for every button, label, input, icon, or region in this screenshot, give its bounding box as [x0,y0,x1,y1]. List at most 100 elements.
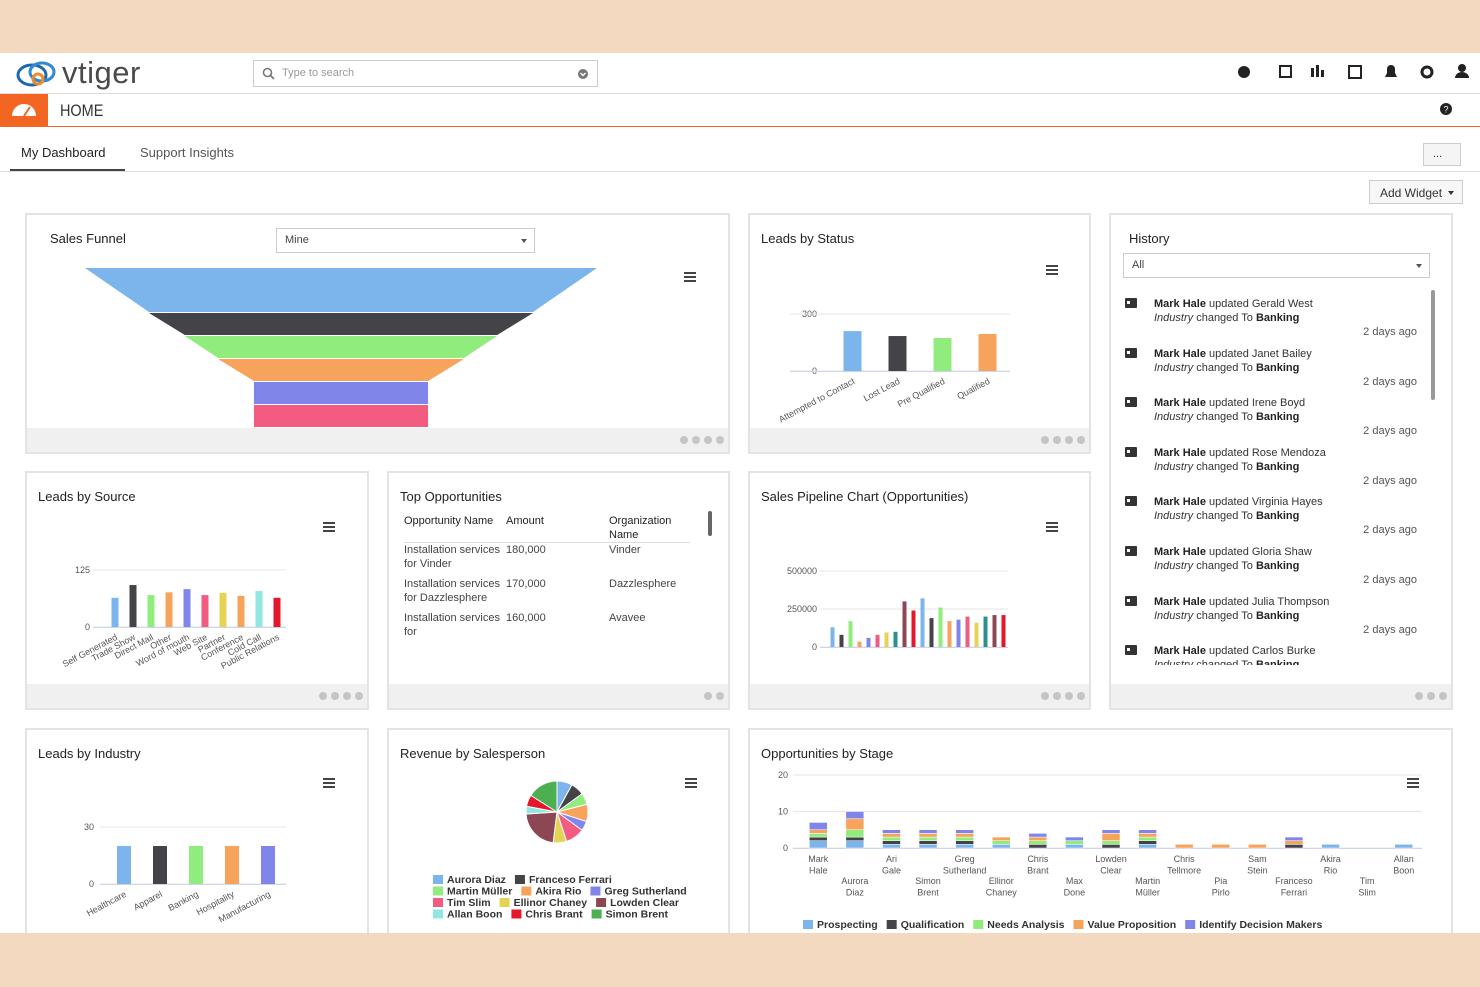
column-header: Amount [506,514,609,543]
history-value: Banking [1256,659,1299,665]
widget-leads-status: Leads by Status [748,213,1091,454]
tab-label[interactable]: Support Insights [140,145,234,160]
widget-title: Revenue by Salesperson [400,746,546,761]
opportunities-table: Opportunity Name Amount Organization Name I… [404,514,690,645]
table-cell: Dazzlesphere [609,578,677,590]
widget-title: Sales Funnel [50,231,126,246]
history-line: Mark Hale updated Rose Mendoza [1154,446,1326,460]
history-text: updated Rose Mendoza [1209,446,1326,459]
top-band [0,0,1480,53]
history-user: Mark Hale [1154,545,1206,558]
icon-shape [1127,400,1130,404]
history-time: 2 days ago [1363,623,1417,636]
column-header: Organization Name [609,514,690,543]
tab-bar: My Dashboard Support Insights ... [0,127,1480,172]
history-field: Industry [1154,559,1194,572]
widget-footer [1111,684,1451,708]
nav-bar: HOME ? [0,94,1480,127]
history-time: 2 days ago [1363,326,1417,338]
history-item: Mark Hale updated Julia Thompson Industry… [1123,591,1423,641]
history-item: Mark Hale updated Carlos BurkeIndustry c… [1123,640,1423,665]
history-time: 2 days ago [1363,375,1417,388]
history-line: Industry changed To Banking [1154,509,1299,523]
history-field: Industry [1154,609,1194,622]
tab-active[interactable]: My Dashboard [10,127,125,171]
history-filter[interactable]: All [1123,253,1430,278]
history-change: changed To [1196,312,1253,324]
history-item: Mark Hale updated Gloria Shaw Industry ch… [1123,541,1423,591]
history-item: Mark Hale updated Irene Boyd Industry cha… [1123,392,1423,442]
history-text: updated Janet Bailey [1209,347,1312,360]
history-item: Mark Hale updated Janet Bailey Industry c… [1123,343,1423,393]
add-widget-button[interactable]: Add Widget [1369,180,1463,204]
history-item: Mark Hale updated Rose Mendoza Industry c… [1123,442,1423,492]
widget-history: History All Mark Hale updated Gerald Wes… [1109,213,1453,710]
history-field: Industry [1154,312,1194,324]
history-change: changed To [1196,559,1253,572]
icon-shape [1127,449,1130,453]
history-value: Banking [1255,609,1300,622]
history-field: Industry [1154,460,1194,473]
history-item: Mark Hale updated Virginia Hayes Industry… [1123,491,1423,541]
icon-shape [1127,350,1130,354]
history-text: updated Gloria Shaw [1209,545,1312,558]
widget-title: Leads by Status [761,231,855,246]
toolbar-icons[interactable] [1230,61,1475,85]
history-time: 2 days ago [1363,474,1417,487]
history-icon [1125,496,1137,507]
funnel-filter[interactable]: Mine [276,228,535,253]
table-cell: 170,000 [506,578,546,590]
history-line: Industry changed To Banking [1154,609,1299,623]
history-value: Banking [1255,361,1300,374]
history-icon [1125,298,1137,308]
tab-label: My Dashboard [21,145,106,160]
add-widget-label: Add Widget [1380,186,1443,200]
history-change: changed To [1196,411,1253,424]
history-icon [1125,595,1137,606]
history-text: updated Irene Boyd [1209,397,1306,410]
history-text: updated Gerald West [1209,298,1313,310]
history-line: Mark Hale updated Gloria Shaw [1154,545,1312,559]
search-dropdown[interactable] [577,68,589,80]
table-row: Installation services for Vinder 180,000 V… [404,543,690,578]
icon-shape [1125,496,1137,507]
history-value: Banking [1255,510,1300,523]
history-line: Industry changed To Banking [1154,658,1299,665]
scrollbar[interactable] [708,511,712,536]
search-box[interactable]: Type to search [253,60,598,87]
history-user: Mark Hale [1154,645,1206,658]
widget-leads-source: Leads by Source [25,471,369,710]
history-icon [1125,347,1137,358]
history-icon [1125,397,1137,408]
widget-title: Top Opportunities [400,489,502,504]
widget-opportunities-stage: Opportunities by Stage [748,728,1453,958]
help-icon[interactable]: ? [1440,103,1454,117]
history-value: Banking [1255,312,1300,324]
widget-revenue-salesperson: Revenue by Salesperson [387,728,730,958]
history-value: Banking [1255,411,1300,424]
scrollbar[interactable] [1431,290,1435,400]
history-change: changed To [1196,609,1253,622]
page-title: HOME [60,101,104,120]
history-line: Mark Hale updated Gerald West [1154,297,1313,311]
history-time: 2 days ago [1363,573,1417,586]
history-line: Industry changed To Banking [1154,311,1299,325]
history-line: Mark Hale updated Irene Boyd [1154,396,1305,410]
history-field: Industry [1154,659,1193,665]
history-line: Industry changed To Banking [1154,361,1299,375]
history-user: Mark Hale [1154,397,1206,410]
table-cell: Avavee [609,612,646,624]
widget-title: Leads by Source [38,489,136,504]
history-field: Industry [1154,361,1194,374]
icon-shape [1127,648,1130,652]
search-placeholder: Type to search [282,67,355,79]
more-button[interactable]: ... [1423,143,1461,166]
history-text: updated Virginia Hayes [1209,496,1323,509]
table-cell: Installation services for Vinder [404,544,500,570]
widget-sales-pipeline: Sales Pipeline Chart (Opportunities) [748,471,1091,710]
widget-footer [27,684,367,708]
home-icon[interactable] [0,94,48,126]
filter-label: All [1132,259,1145,271]
history-line: Mark Hale updated Julia Thompson [1154,595,1329,609]
widget-footer [750,428,1089,452]
